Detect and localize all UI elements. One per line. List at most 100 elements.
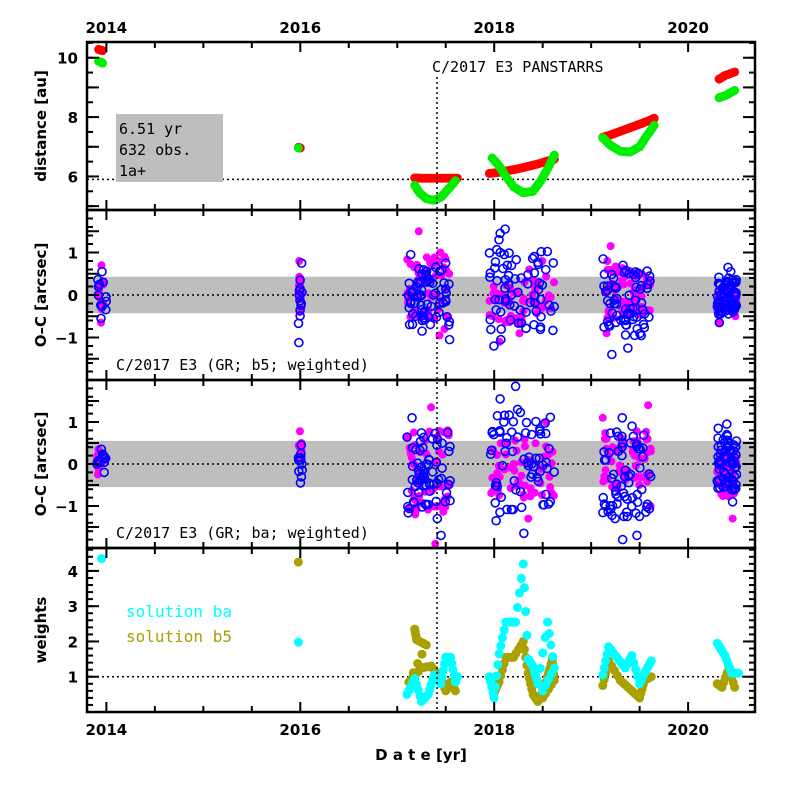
open-residual (598, 492, 609, 503)
weights-panel: solution ba solution b5 1 2 3 4 weights (32, 546, 757, 714)
open-residual (411, 444, 421, 455)
y-axis-title: distance [au] (32, 70, 50, 182)
filled-residual (520, 442, 529, 451)
open-residual (500, 446, 510, 457)
y-axis-title: O–C [arcsec] (32, 243, 50, 348)
open-residual (486, 445, 497, 456)
open-residual (294, 290, 305, 300)
open-residual (609, 298, 620, 309)
open-residual (488, 429, 499, 440)
open-residual (96, 313, 106, 324)
open-residual (636, 484, 647, 495)
data-point (598, 670, 608, 680)
open-residual (548, 325, 558, 336)
open-residual (536, 246, 547, 257)
y-tick-label: 1 (68, 414, 78, 432)
y-axis-title: weights (32, 597, 50, 664)
filled-residual (406, 260, 415, 269)
x-axis-title: D a t e [yr] (375, 746, 467, 764)
filled-residual (542, 272, 551, 281)
open-residual (620, 465, 631, 476)
data-point (512, 603, 522, 613)
open-residual (611, 283, 621, 293)
open-residual (445, 495, 455, 506)
info-box-line: 632 obs. (119, 141, 191, 159)
open-residual (729, 484, 740, 495)
open-residual (727, 496, 738, 507)
open-residual (414, 279, 424, 289)
open-residual (730, 463, 740, 473)
filled-residual (431, 539, 440, 548)
open-residual (607, 500, 618, 511)
open-residual (722, 296, 732, 307)
open-residual (540, 264, 551, 275)
open-residual (490, 294, 501, 305)
filled-residual (439, 507, 448, 516)
open-residual (296, 258, 307, 268)
open-residual (436, 530, 446, 541)
data-point (98, 58, 108, 68)
filled-residual (501, 450, 510, 459)
open-residual (404, 503, 415, 514)
data-point (511, 617, 521, 627)
open-residual (548, 258, 559, 268)
open-residual (417, 326, 427, 336)
open-residual (720, 446, 730, 457)
filled-residual (493, 469, 502, 478)
open-residual (496, 492, 507, 503)
open-residual (504, 410, 514, 420)
open-residual (492, 275, 502, 286)
open-residual (536, 311, 546, 322)
open-residual (542, 246, 553, 257)
open-residual (632, 497, 643, 508)
open-residual (639, 430, 649, 440)
open-residual (533, 257, 543, 268)
bottom-x-tick-label: 2016 (279, 721, 321, 739)
data-point (98, 46, 108, 56)
open-residual (631, 282, 642, 293)
data-point (629, 658, 639, 668)
open-residual (619, 511, 629, 522)
data-point (450, 686, 460, 696)
open-residual (519, 528, 529, 539)
open-residual (722, 419, 732, 429)
open-residual (495, 228, 505, 239)
data-point (730, 67, 740, 77)
open-residual (624, 268, 634, 279)
filled-residual (430, 253, 439, 262)
open-residual (97, 266, 107, 277)
open-residual (505, 315, 516, 325)
open-residual (616, 481, 627, 492)
data-point (97, 554, 107, 564)
plot-area (87, 554, 755, 706)
filled-residual (402, 433, 411, 442)
open-residual (504, 248, 514, 258)
bottom-x-tick-label: 2014 (86, 721, 128, 739)
open-residual (497, 460, 508, 471)
open-residual (521, 307, 531, 317)
open-residual (621, 320, 631, 330)
open-residual (424, 479, 435, 490)
open-residual (613, 431, 624, 442)
open-residual (542, 463, 552, 474)
open-residual (610, 513, 620, 524)
filled-residual (601, 466, 610, 475)
open-residual (712, 475, 723, 486)
open-residual (496, 334, 506, 345)
open-residual (541, 428, 551, 439)
open-residual (644, 271, 655, 281)
legend-entry: solution ba (126, 602, 232, 621)
open-residual (607, 349, 617, 360)
filled-residual (520, 435, 529, 444)
open-residual (492, 410, 503, 421)
data-point (535, 663, 545, 673)
open-residual (405, 249, 416, 260)
open-residual (533, 476, 544, 487)
open-residual (415, 445, 425, 456)
open-residual (297, 465, 307, 475)
open-residual (495, 247, 506, 258)
open-residual (635, 328, 645, 339)
open-residual (489, 341, 499, 351)
data-point (734, 668, 744, 678)
open-residual (641, 507, 651, 517)
